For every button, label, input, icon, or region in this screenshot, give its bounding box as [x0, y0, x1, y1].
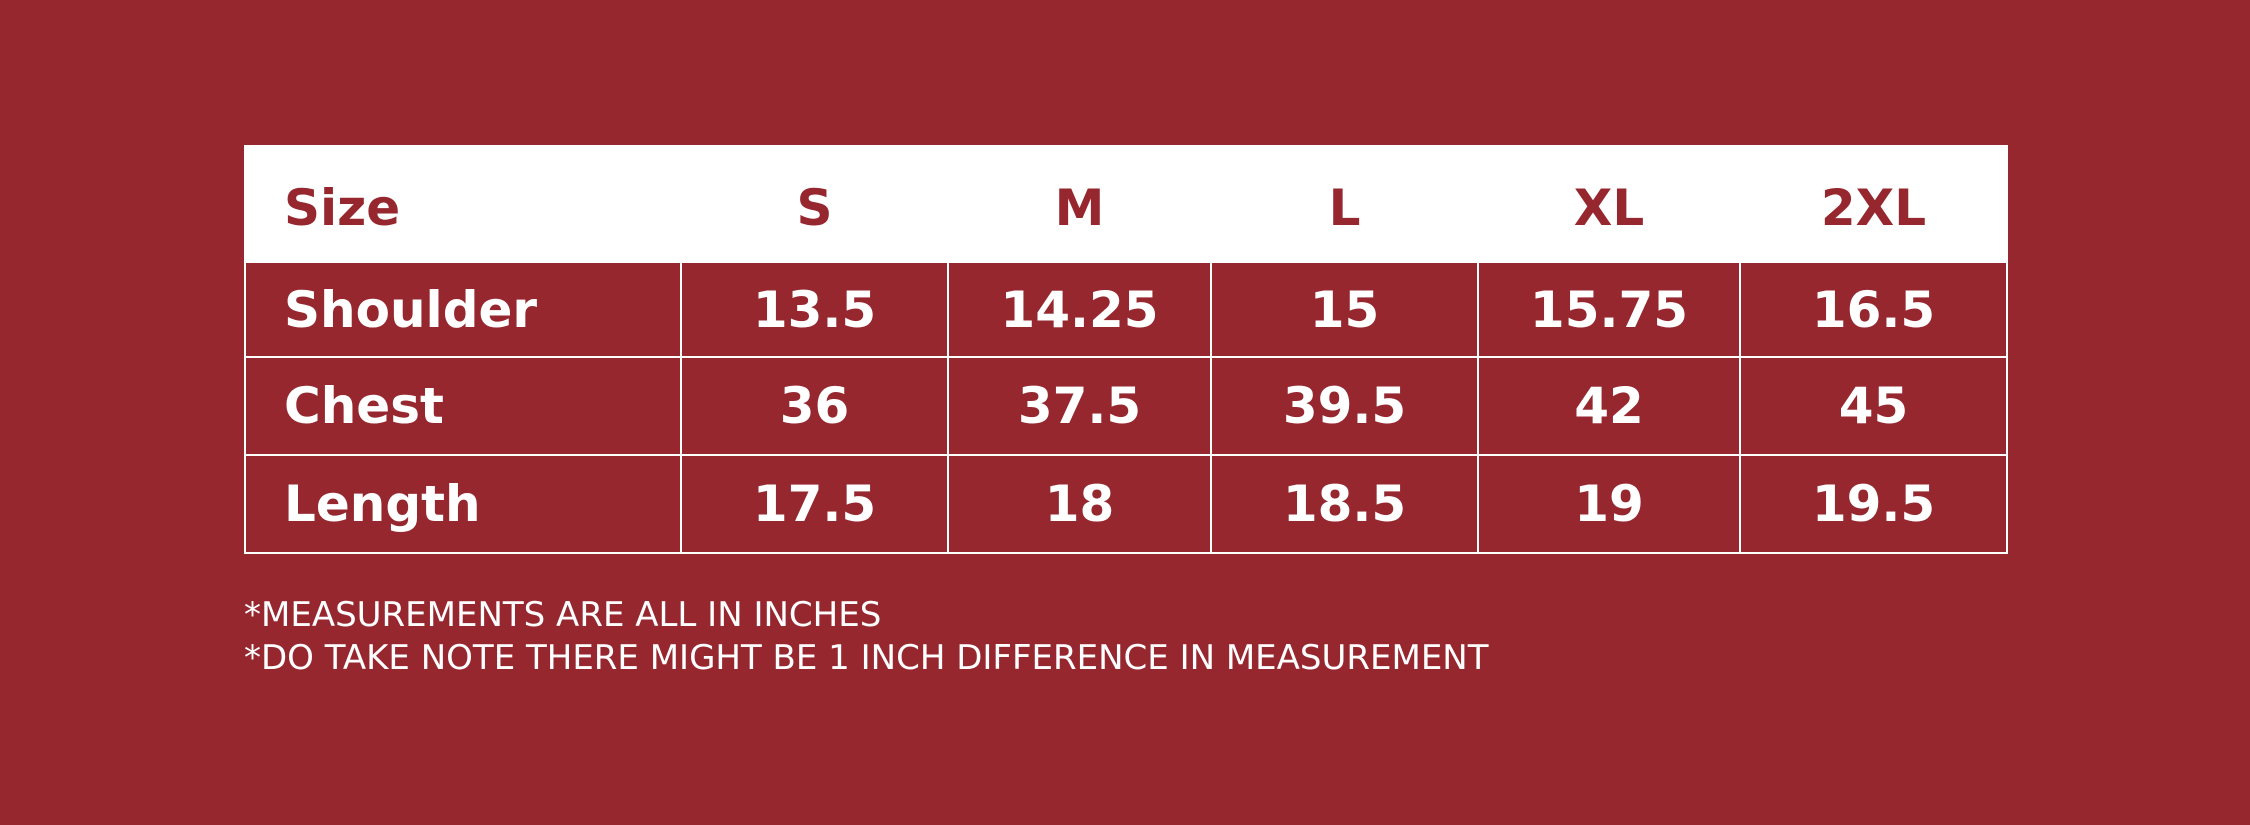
header-cell: M	[947, 145, 1212, 263]
header-cell: XL	[1477, 145, 1741, 263]
note: *DO TAKE NOTE THERE MIGHT BE 1 INCH DIFF…	[244, 638, 1489, 678]
value-cell: 18	[947, 454, 1212, 554]
header-cell: Size	[244, 145, 682, 263]
value-cell: 13.5	[680, 261, 949, 358]
value-cell: 45	[1739, 356, 2008, 456]
value-cell: 37.5	[947, 356, 1212, 456]
value-cell: 19.5	[1739, 454, 2008, 554]
value-cell: 19	[1477, 454, 1741, 554]
header-row: Size S M L XL 2XL	[244, 145, 2008, 263]
size-table: Size S M L XL 2XL Shoulder 13.5 14.25 15 15.75 16.…	[244, 145, 2008, 554]
value-cell: 14.25	[947, 261, 1212, 358]
table-body: Shoulder 13.5 14.25 15 15.75 16.5 Chest 36 37.5 3…	[244, 261, 2008, 554]
value-cell: 15.75	[1477, 261, 1741, 358]
header-cell: L	[1210, 145, 1479, 263]
value-cell: 15	[1210, 261, 1479, 358]
header-cell: S	[680, 145, 949, 263]
row-label: Length	[244, 454, 682, 554]
table-header: Size S M L XL 2XL	[244, 145, 2008, 263]
row-label: Chest	[244, 356, 682, 456]
notes: *MEASUREMENTS ARE ALL IN INCHES *DO TAKE …	[244, 594, 1489, 680]
header-cell: 2XL	[1739, 145, 2008, 263]
value-cell: 16.5	[1739, 261, 2008, 358]
note: *MEASUREMENTS ARE ALL IN INCHES	[244, 595, 882, 635]
value-cell: 39.5	[1210, 356, 1479, 456]
row-label: Shoulder	[244, 261, 682, 358]
value-cell: 17.5	[680, 454, 949, 554]
table-row: Length 17.5 18 18.5 19 19.5	[244, 454, 2008, 554]
table-row: Chest 36 37.5 39.5 42 45	[244, 356, 2008, 456]
value-cell: 18.5	[1210, 454, 1479, 554]
value-cell: 42	[1477, 356, 1741, 456]
value-cell: 36	[680, 356, 949, 456]
table-row: Shoulder 13.5 14.25 15 15.75 16.5	[244, 261, 2008, 358]
